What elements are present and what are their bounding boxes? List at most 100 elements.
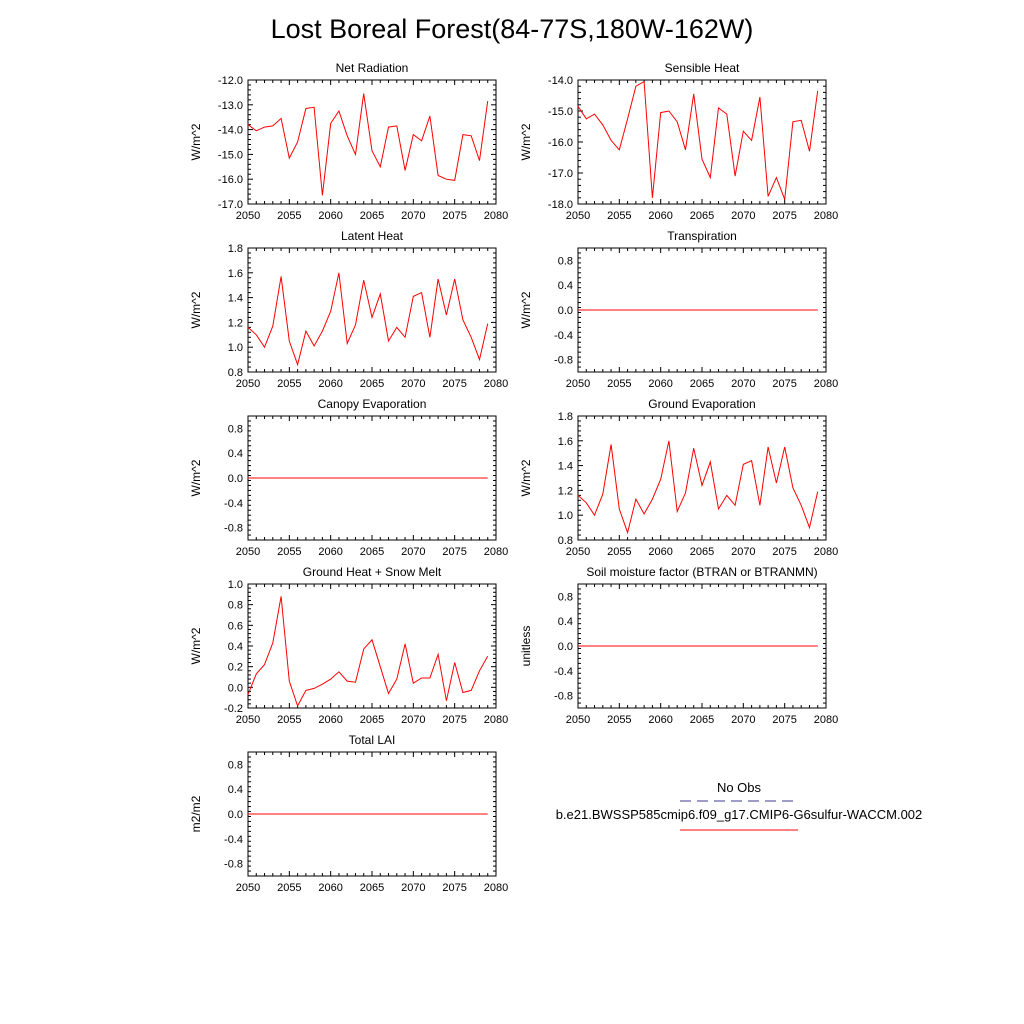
x-tick-label: 2065	[690, 210, 714, 222]
y-tick-label: -0.8	[554, 355, 573, 367]
y-tick-label: 1.6	[558, 436, 573, 448]
x-tick-label: 2055	[607, 210, 631, 222]
x-tick-label: 2065	[690, 546, 714, 558]
x-tick-label: 2080	[484, 882, 508, 894]
panel-title: Latent Heat	[341, 229, 404, 243]
x-tick-label: 2080	[814, 210, 838, 222]
x-tick-label: 2075	[772, 546, 796, 558]
y-tick-label: -17.0	[548, 168, 573, 180]
y-tick-label: -0.8	[554, 691, 573, 703]
y-axis-label: W/m^2	[189, 459, 203, 496]
y-tick-label: 0.6	[228, 620, 243, 632]
panel-title: Sensible Heat	[665, 61, 740, 75]
x-tick-label: 2065	[360, 546, 384, 558]
chart-panel: 2050 2055 2060 2065 2070 2075 2080 -17.0 -16.0 -1…	[189, 61, 508, 222]
x-tick-label: 2055	[277, 546, 301, 558]
chart-panel: 2050 2055 2060 2065 2070 2075 2080 -0.8 -0.4 0.0 0…	[519, 565, 838, 726]
y-tick-label: 0.8	[228, 367, 243, 379]
y-tick-label: 1.0	[228, 579, 243, 591]
y-axis-label: W/m^2	[189, 627, 203, 664]
panel-title: Ground Evaporation	[648, 397, 755, 411]
y-tick-label: -0.4	[554, 330, 573, 342]
series-line	[247, 272, 489, 367]
x-tick-label: 2070	[401, 714, 425, 726]
y-tick-label: 0.0	[228, 473, 243, 485]
x-tick-label: 2070	[731, 714, 755, 726]
y-tick-label: 0.4	[228, 784, 243, 796]
x-tick-label: 2075	[442, 378, 466, 390]
x-tick-label: 2055	[607, 714, 631, 726]
x-tick-label: 2070	[401, 882, 425, 894]
y-axis-label: W/m^2	[519, 123, 533, 160]
x-tick-label: 2055	[277, 378, 301, 390]
x-tick-label: 2080	[484, 714, 508, 726]
y-axis-label: m2/m2	[189, 795, 203, 832]
x-tick-label: 2055	[277, 714, 301, 726]
panel-title: Ground Heat + Snow Melt	[303, 565, 442, 579]
x-tick-label: 2055	[607, 378, 631, 390]
chart-panel: 2050 2055 2060 2065 2070 2075 2080 -0.8 -0.4 0.0 0…	[189, 733, 508, 894]
x-tick-label: 2070	[731, 546, 755, 558]
y-tick-label: -0.8	[224, 859, 243, 871]
y-tick-label: -14.0	[548, 75, 573, 87]
x-tick-label: 2065	[360, 378, 384, 390]
x-tick-label: 2060	[318, 378, 342, 390]
panel-title: Soil moisture factor (BTRAN or BTRANMN)	[586, 565, 817, 579]
x-tick-label: 2075	[442, 714, 466, 726]
y-tick-label: 1.6	[228, 268, 243, 280]
y-tick-label: 0.8	[558, 255, 573, 267]
x-tick-label: 2060	[318, 714, 342, 726]
y-tick-label: 0.8	[228, 600, 243, 612]
x-tick-label: 2050	[236, 546, 260, 558]
y-tick-label: -0.4	[554, 666, 573, 678]
x-tick-label: 2075	[442, 546, 466, 558]
x-tick-label: 2080	[484, 378, 508, 390]
x-tick-label: 2070	[401, 546, 425, 558]
x-tick-label: 2080	[814, 378, 838, 390]
x-tick-label: 2070	[731, 210, 755, 222]
y-tick-label: -18.0	[548, 199, 573, 211]
x-tick-label: 2050	[566, 546, 590, 558]
x-tick-label: 2055	[277, 882, 301, 894]
chart-panel: 2050 2055 2060 2065 2070 2075 2080 -18.0 -17.0 -1…	[519, 61, 838, 222]
y-tick-label: 0.8	[228, 759, 243, 771]
x-tick-label: 2060	[318, 546, 342, 558]
y-tick-label: -14.0	[218, 125, 243, 137]
x-tick-label: 2050	[236, 882, 260, 894]
legend-label: b.e21.BWSSP585cmip6.f09_g17.CMIP6-G6sulf…	[556, 807, 923, 822]
y-tick-label: 0.4	[558, 280, 573, 292]
y-tick-label: 0.4	[228, 448, 243, 460]
y-tick-label: -15.0	[218, 149, 243, 161]
x-tick-label: 2060	[648, 546, 672, 558]
y-axis-label: W/m^2	[519, 459, 533, 496]
x-tick-label: 2075	[772, 378, 796, 390]
y-tick-label: 1.2	[558, 485, 573, 497]
y-tick-label: -0.4	[224, 498, 243, 510]
x-tick-label: 2050	[566, 378, 590, 390]
x-tick-label: 2060	[648, 714, 672, 726]
y-axis-label: W/m^2	[189, 291, 203, 328]
y-tick-label: 0.2	[228, 662, 243, 674]
x-tick-label: 2050	[236, 210, 260, 222]
legend-label: No Obs	[717, 780, 762, 795]
x-tick-label: 2065	[360, 714, 384, 726]
y-tick-label: 1.8	[228, 243, 243, 255]
series-line	[247, 596, 489, 708]
y-tick-label: -15.0	[548, 106, 573, 118]
chart-panel: 2050 2055 2060 2065 2070 2075 2080 -0.2 0.0 0.2 0.…	[189, 565, 508, 726]
y-tick-label: 0.4	[558, 616, 573, 628]
panel-title: Canopy Evaporation	[318, 397, 427, 411]
y-tick-label: 1.0	[558, 510, 573, 522]
y-tick-label: 0.4	[228, 641, 243, 653]
y-tick-label: 0.8	[228, 423, 243, 435]
x-tick-label: 2050	[566, 210, 590, 222]
page-title: Lost Boreal Forest(84-77S,180W-162W)	[270, 14, 754, 44]
y-tick-label: 0.8	[558, 535, 573, 547]
x-tick-label: 2075	[772, 210, 796, 222]
x-tick-label: 2075	[772, 714, 796, 726]
y-tick-label: -17.0	[218, 199, 243, 211]
y-tick-label: -12.0	[218, 75, 243, 87]
x-tick-label: 2070	[731, 378, 755, 390]
panel-title: Transpiration	[667, 229, 737, 243]
